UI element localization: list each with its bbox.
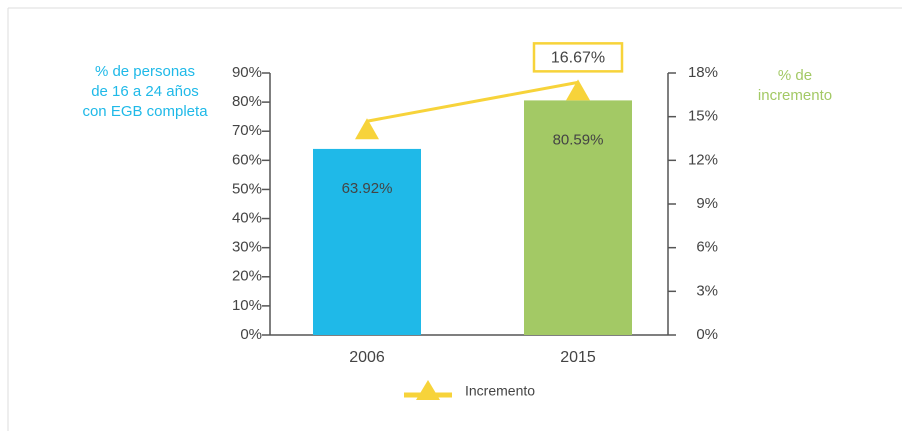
y-axis-title: con EGB completa	[82, 103, 208, 120]
line-marker	[566, 79, 590, 101]
y-tick-label: 10%	[232, 297, 262, 314]
y2-tick-label: 0%	[696, 326, 718, 343]
value-label-box	[532, 42, 624, 73]
bar	[524, 100, 632, 335]
y2-axis-title: % de	[778, 67, 812, 84]
y2-tick-label: 18%	[688, 64, 718, 81]
x-tick-label: 2015	[560, 349, 596, 366]
bar	[313, 148, 421, 335]
legend-marker	[416, 380, 440, 400]
y-tick-label: 80%	[232, 93, 262, 110]
y-tick-label: 90%	[232, 64, 262, 81]
legend-label: Incremento	[465, 383, 535, 399]
y2-tick-label: 9%	[696, 195, 718, 212]
y2-tick-label: 3%	[696, 282, 718, 299]
y-tick-label: 30%	[232, 239, 262, 256]
y-tick-label: 20%	[232, 268, 262, 285]
line-value-label: 16.67%	[551, 50, 605, 67]
y-tick-label: 50%	[232, 180, 262, 197]
y2-tick-label: 12%	[688, 151, 718, 168]
bar-value-label: 80.59%	[553, 131, 604, 148]
bar-value-label: 63.92%	[342, 180, 393, 197]
y-tick-label: 0%	[240, 326, 262, 343]
x-tick-label: 2006	[349, 349, 385, 366]
y-axis-title: de 16 a 24 años	[91, 83, 199, 100]
y-tick-label: 60%	[232, 151, 262, 168]
y2-tick-label: 6%	[696, 239, 718, 256]
line-marker	[355, 118, 379, 140]
line	[366, 80, 579, 123]
y-axis-title: % de personas	[95, 63, 195, 80]
y-tick-label: 70%	[232, 122, 262, 139]
y2-tick-label: 15%	[688, 108, 718, 125]
y2-axis-title: incremento	[758, 87, 832, 104]
y-tick-label: 40%	[232, 210, 262, 227]
